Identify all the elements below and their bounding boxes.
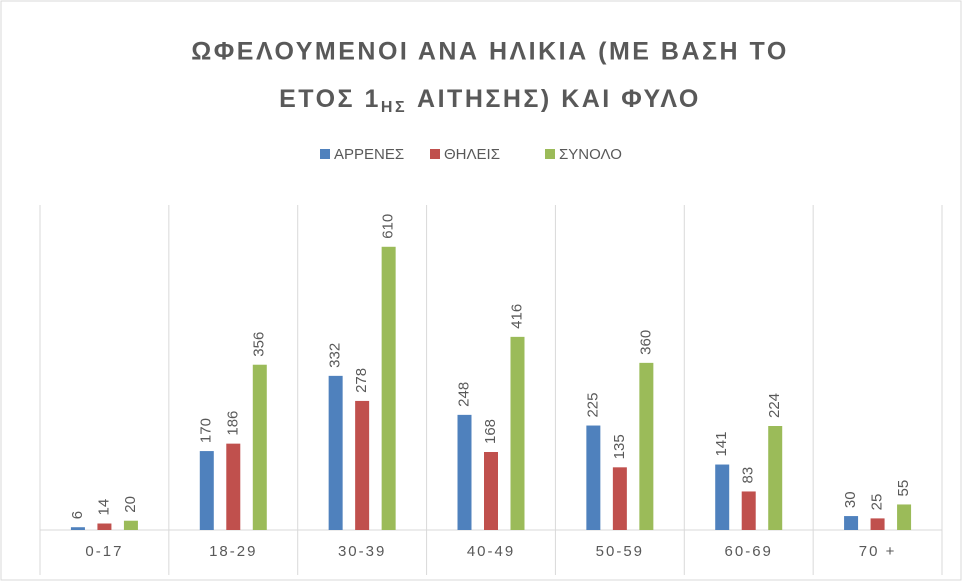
chart-title: ΩΦΕΛΟΥΜΕΝΟΙ ΑΝΑ ΗΛΙΚΙΑ (ΜΕ ΒΑΣΗ ΤΟ — [191, 38, 789, 66]
x-tick-label: 18-29 — [209, 543, 257, 560]
value-label: 83 — [740, 467, 757, 484]
value-label: 14 — [95, 499, 112, 516]
value-label: 186 — [224, 411, 241, 436]
x-tick-label: 40-49 — [467, 543, 515, 560]
bar — [123, 520, 138, 530]
value-label: 332 — [327, 343, 344, 368]
legend-swatch — [320, 149, 330, 159]
bar — [381, 246, 396, 531]
x-tick-label: 50-59 — [596, 543, 644, 560]
x-tick-label: 60-69 — [725, 543, 773, 560]
bar — [226, 443, 241, 530]
value-label: 25 — [869, 494, 886, 511]
value-label: 30 — [842, 491, 859, 508]
legend-swatch — [430, 149, 440, 159]
bar — [97, 523, 112, 530]
value-label: 610 — [380, 214, 397, 239]
title-subscript: ΗΣ — [381, 99, 407, 116]
bar — [355, 400, 370, 530]
legend-label: ΘΗΛΕΙΣ — [444, 146, 500, 163]
value-label: 135 — [611, 434, 628, 459]
bar — [844, 516, 859, 530]
value-label: 20 — [122, 496, 139, 513]
bar — [897, 504, 912, 530]
bar — [612, 467, 627, 530]
value-label: 55 — [895, 480, 912, 497]
chart-title: ΕΤΟΣ 1ΗΣ ΑΙΤΗΣΗΣ) ΚΑΙ ΦΥΛΟ — [279, 85, 701, 117]
bar — [768, 426, 783, 530]
legend-swatch — [545, 149, 555, 159]
value-label: 141 — [713, 432, 730, 457]
bar — [586, 425, 601, 530]
x-tick-label: 30-39 — [338, 543, 386, 560]
bar — [715, 464, 730, 530]
bar — [484, 452, 498, 530]
legend-label: ΣΥΝΟΛΟ — [559, 146, 622, 163]
value-label: 168 — [482, 419, 499, 444]
legend-label: ΑΡΡΕΝΕΣ — [334, 146, 404, 163]
value-label: 416 — [508, 304, 525, 329]
title-part: ΑΙΤΗΣΗΣ) ΚΑΙ ΦΥΛΟ — [417, 85, 701, 113]
bar — [510, 336, 525, 530]
bar — [870, 518, 885, 530]
value-label: 6 — [69, 511, 86, 519]
value-label: 278 — [353, 368, 370, 393]
bar — [252, 364, 267, 530]
value-label: 248 — [455, 382, 472, 407]
bar — [457, 414, 472, 530]
value-label: 360 — [637, 330, 654, 355]
value-label: 224 — [766, 393, 783, 418]
bar — [639, 362, 654, 530]
bar — [199, 451, 214, 530]
x-tick-label: 70 + — [859, 543, 897, 560]
value-label: 356 — [251, 332, 268, 357]
value-label: 225 — [584, 393, 601, 418]
bar — [70, 527, 85, 530]
bar — [741, 491, 756, 530]
bar — [328, 375, 343, 530]
title-part: ΕΤΟΣ 1 — [279, 85, 381, 113]
value-label: 170 — [198, 418, 215, 443]
x-tick-label: 0-17 — [85, 543, 123, 560]
